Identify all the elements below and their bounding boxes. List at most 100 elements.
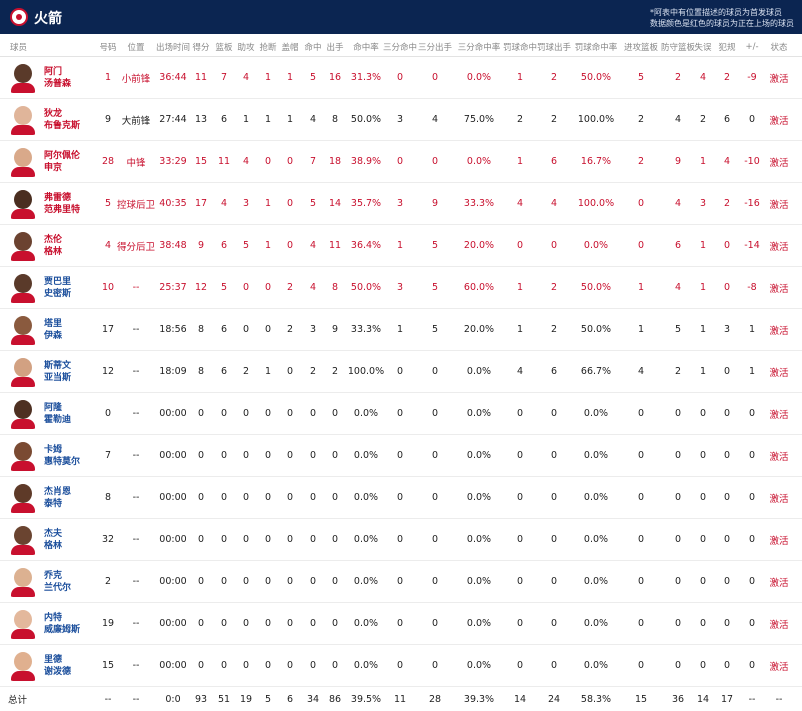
player-name[interactable]: 内特 威廉姆斯 <box>44 603 80 644</box>
status-link[interactable]: 激活 <box>769 409 789 421</box>
player-name[interactable]: 杰夫 格林 <box>44 519 62 560</box>
player-name[interactable]: 狄龙 布鲁克斯 <box>44 99 80 140</box>
stat-fgm: 4 <box>309 240 317 251</box>
player-row[interactable]: 阿尔佩伦 申京 28 中锋 33:29 15 11 4 0 0 7 18 38.9% 0 0 0.0% 1 6 16… <box>0 141 802 183</box>
stat-assists: 0 <box>242 282 250 293</box>
stat-dreb: 4 <box>674 198 682 209</box>
status-link[interactable]: 激活 <box>769 73 789 85</box>
stat-fgp: 0.0% <box>353 576 379 587</box>
player-row[interactable]: 弗雷德 范弗里特 5 控球后卫 40:35 17 4 3 1 0 5 14 35.7% 3 9 33.3% 4 4… <box>0 183 802 225</box>
stat-rebounds: 0 <box>220 408 228 419</box>
stat-fgm: 3 <box>309 324 317 335</box>
player-row[interactable]: 杰夫 格林 32 -- 00:00 0 0 0 0 0 0 0 0.0% 0 0 0.0% 0 0 0.0% 0 0 0 0… <box>0 519 802 561</box>
stat-ftp: 50.0% <box>580 282 612 293</box>
player-row[interactable]: 杰肖恩 泰特 8 -- 00:00 0 0 0 0 0 0 0 0.0% 0 0 0.0% 0 0 0.0% 0 0 0 0… <box>0 477 802 519</box>
avatar-face <box>14 358 32 377</box>
status-link[interactable]: 激活 <box>769 367 789 379</box>
player-avatar <box>10 61 36 93</box>
stat-points: 0 <box>197 534 205 545</box>
player-row[interactable]: 狄龙 布鲁克斯 9 大前锋 27:44 13 6 1 1 1 4 8 50.0% 3 4 75.0% 2 2 100… <box>0 99 802 141</box>
avatar-face <box>14 274 32 293</box>
player-row[interactable]: 内特 威廉姆斯 19 -- 00:00 0 0 0 0 0 0 0 0.0% 0 0 0.0% 0 0 0.0% 0 0… <box>0 603 802 645</box>
avatar-jersey <box>11 83 35 93</box>
stat-dreb: 5 <box>674 324 682 335</box>
status-link[interactable]: 激活 <box>769 283 789 295</box>
stat-number: 2 <box>104 576 112 587</box>
stat-blocks: 0 <box>286 156 294 167</box>
stat-rebounds: 0 <box>220 450 228 461</box>
player-row[interactable]: 贾巴里 史密斯 10 -- 25:37 12 5 0 0 2 4 8 50.0% 3 5 60.0% 1 2 50.… <box>0 267 802 309</box>
player-row[interactable]: 乔克 兰代尔 2 -- 00:00 0 0 0 0 0 0 0 0.0% 0 0 0.0% 0 0 0.0% 0 0 0 0… <box>0 561 802 603</box>
player-name[interactable]: 乔克 兰代尔 <box>44 561 71 602</box>
player-name-first: 杰夫 <box>44 528 63 539</box>
stat-fga: 0 <box>331 534 339 545</box>
stat-fta: 6 <box>550 366 558 377</box>
stat-oreb: 0 <box>637 618 645 629</box>
status-link[interactable]: 激活 <box>769 619 789 631</box>
status-link[interactable]: 激活 <box>769 493 789 505</box>
stat-dreb: 6 <box>674 240 682 251</box>
status-link[interactable]: 激活 <box>769 577 789 589</box>
stat-pf: 0 <box>723 240 731 251</box>
stat-number: 0 <box>104 408 112 419</box>
status-link[interactable]: 激活 <box>769 157 789 169</box>
status-link[interactable]: 激活 <box>769 241 789 253</box>
stat-tpm: 0 <box>396 408 404 419</box>
player-row[interactable]: 卡姆 惠特莫尔 7 -- 00:00 0 0 0 0 0 0 0 0.0% 0 0 0.0% 0 0 0.0% 0 0 0… <box>0 435 802 477</box>
stat-pm: 0 <box>748 534 756 545</box>
player-name[interactable]: 阿门 汤普森 <box>44 57 71 98</box>
stat-fga: 0 <box>331 660 339 671</box>
note-line-1: *阿表中有位置描述的球员为首发球员 <box>650 8 782 17</box>
player-name[interactable]: 里德 谢泼德 <box>44 645 71 686</box>
stat-tpp: 0.0% <box>466 366 492 377</box>
player-avatar <box>10 145 36 177</box>
player-row[interactable]: 杰伦 格林 4 得分后卫 38:48 9 6 5 1 0 4 11 36.4% 1 5 20.0% 0 0 0.0%… <box>0 225 802 267</box>
status-link[interactable]: 激活 <box>769 661 789 673</box>
player-name[interactable]: 阿尔佩伦 申京 <box>44 141 80 182</box>
status-link[interactable]: 激活 <box>769 535 789 547</box>
avatar-face <box>14 610 32 629</box>
player-name[interactable]: 杰肖恩 泰特 <box>44 477 71 518</box>
stat-tpa: 0 <box>431 366 439 377</box>
player-row[interactable]: 塔里 伊森 17 -- 18:56 8 6 0 0 2 3 9 33.3% 1 5 20.0% 1 2 50.0% 1… <box>0 309 802 351</box>
stat-blocks: 0 <box>286 198 294 209</box>
player-row[interactable]: 里德 谢泼德 15 -- 00:00 0 0 0 0 0 0 0 0.0% 0 0 0.0% 0 0 0.0% 0 0 0… <box>0 645 802 687</box>
table-header-row: 球员 号码 位置 出场时间 得分 篮板 助攻 抢断 盖帽 命中 出手 命中率 三分命中 三分出手 三分命中率… <box>0 38 802 57</box>
totals-label: 总计 <box>8 695 28 706</box>
stat-dreb: 0 <box>674 660 682 671</box>
player-name[interactable]: 卡姆 惠特莫尔 <box>44 435 80 476</box>
player-row[interactable]: 斯蒂文 亚当斯 12 -- 18:09 8 6 2 1 0 2 2 100.0% 0 0 0.0% 4 6 66.7… <box>0 351 802 393</box>
header-number: 号码 <box>99 43 117 53</box>
stat-position: 小前锋 <box>121 73 151 85</box>
stat-fga: 8 <box>331 282 339 293</box>
header-oreb: 进攻篮板 <box>623 43 658 53</box>
stat-minutes: 40:35 <box>159 198 187 209</box>
stat-steals: 0 <box>264 576 272 587</box>
stat-fgm: 0 <box>309 660 317 671</box>
player-row[interactable]: 阿隆 霍勒迪 0 -- 00:00 0 0 0 0 0 0 0 0.0% 0 0 0.0% 0 0 0.0% 0 0 0 0… <box>0 393 802 435</box>
stat-dreb: 0 <box>674 534 682 545</box>
stat-position: -- <box>132 450 140 461</box>
player-name[interactable]: 杰伦 格林 <box>44 225 62 266</box>
status-link[interactable]: 激活 <box>769 199 789 211</box>
player-name[interactable]: 贾巴里 史密斯 <box>44 267 71 308</box>
player-name[interactable]: 弗雷德 范弗里特 <box>44 183 80 224</box>
player-name[interactable]: 斯蒂文 亚当斯 <box>44 351 71 392</box>
stat-number: 10 <box>101 282 115 293</box>
stat-position: -- <box>132 534 140 545</box>
status-link[interactable]: 激活 <box>769 325 789 337</box>
stat-ftm: 0 <box>516 240 524 251</box>
status-link[interactable]: 激活 <box>769 451 789 463</box>
player-avatar <box>10 103 36 135</box>
stat-fgm: 5 <box>309 198 317 209</box>
player-name[interactable]: 塔里 伊森 <box>44 309 62 350</box>
stat-assists: 0 <box>242 324 250 335</box>
stat-tpm: 0 <box>396 660 404 671</box>
player-row[interactable]: 阿门 汤普森 1 小前锋 36:44 11 7 4 1 1 5 16 31.3% 0 0 0.0% 1 2 50.0… <box>0 57 802 99</box>
player-name[interactable]: 阿隆 霍勒迪 <box>44 393 71 434</box>
stat-tpp: 0.0% <box>466 450 492 461</box>
stat-assists: 0 <box>242 618 250 629</box>
status-link[interactable]: 激活 <box>769 115 789 127</box>
stat-tpa: 0 <box>431 450 439 461</box>
player-name-last: 兰代尔 <box>44 582 72 593</box>
